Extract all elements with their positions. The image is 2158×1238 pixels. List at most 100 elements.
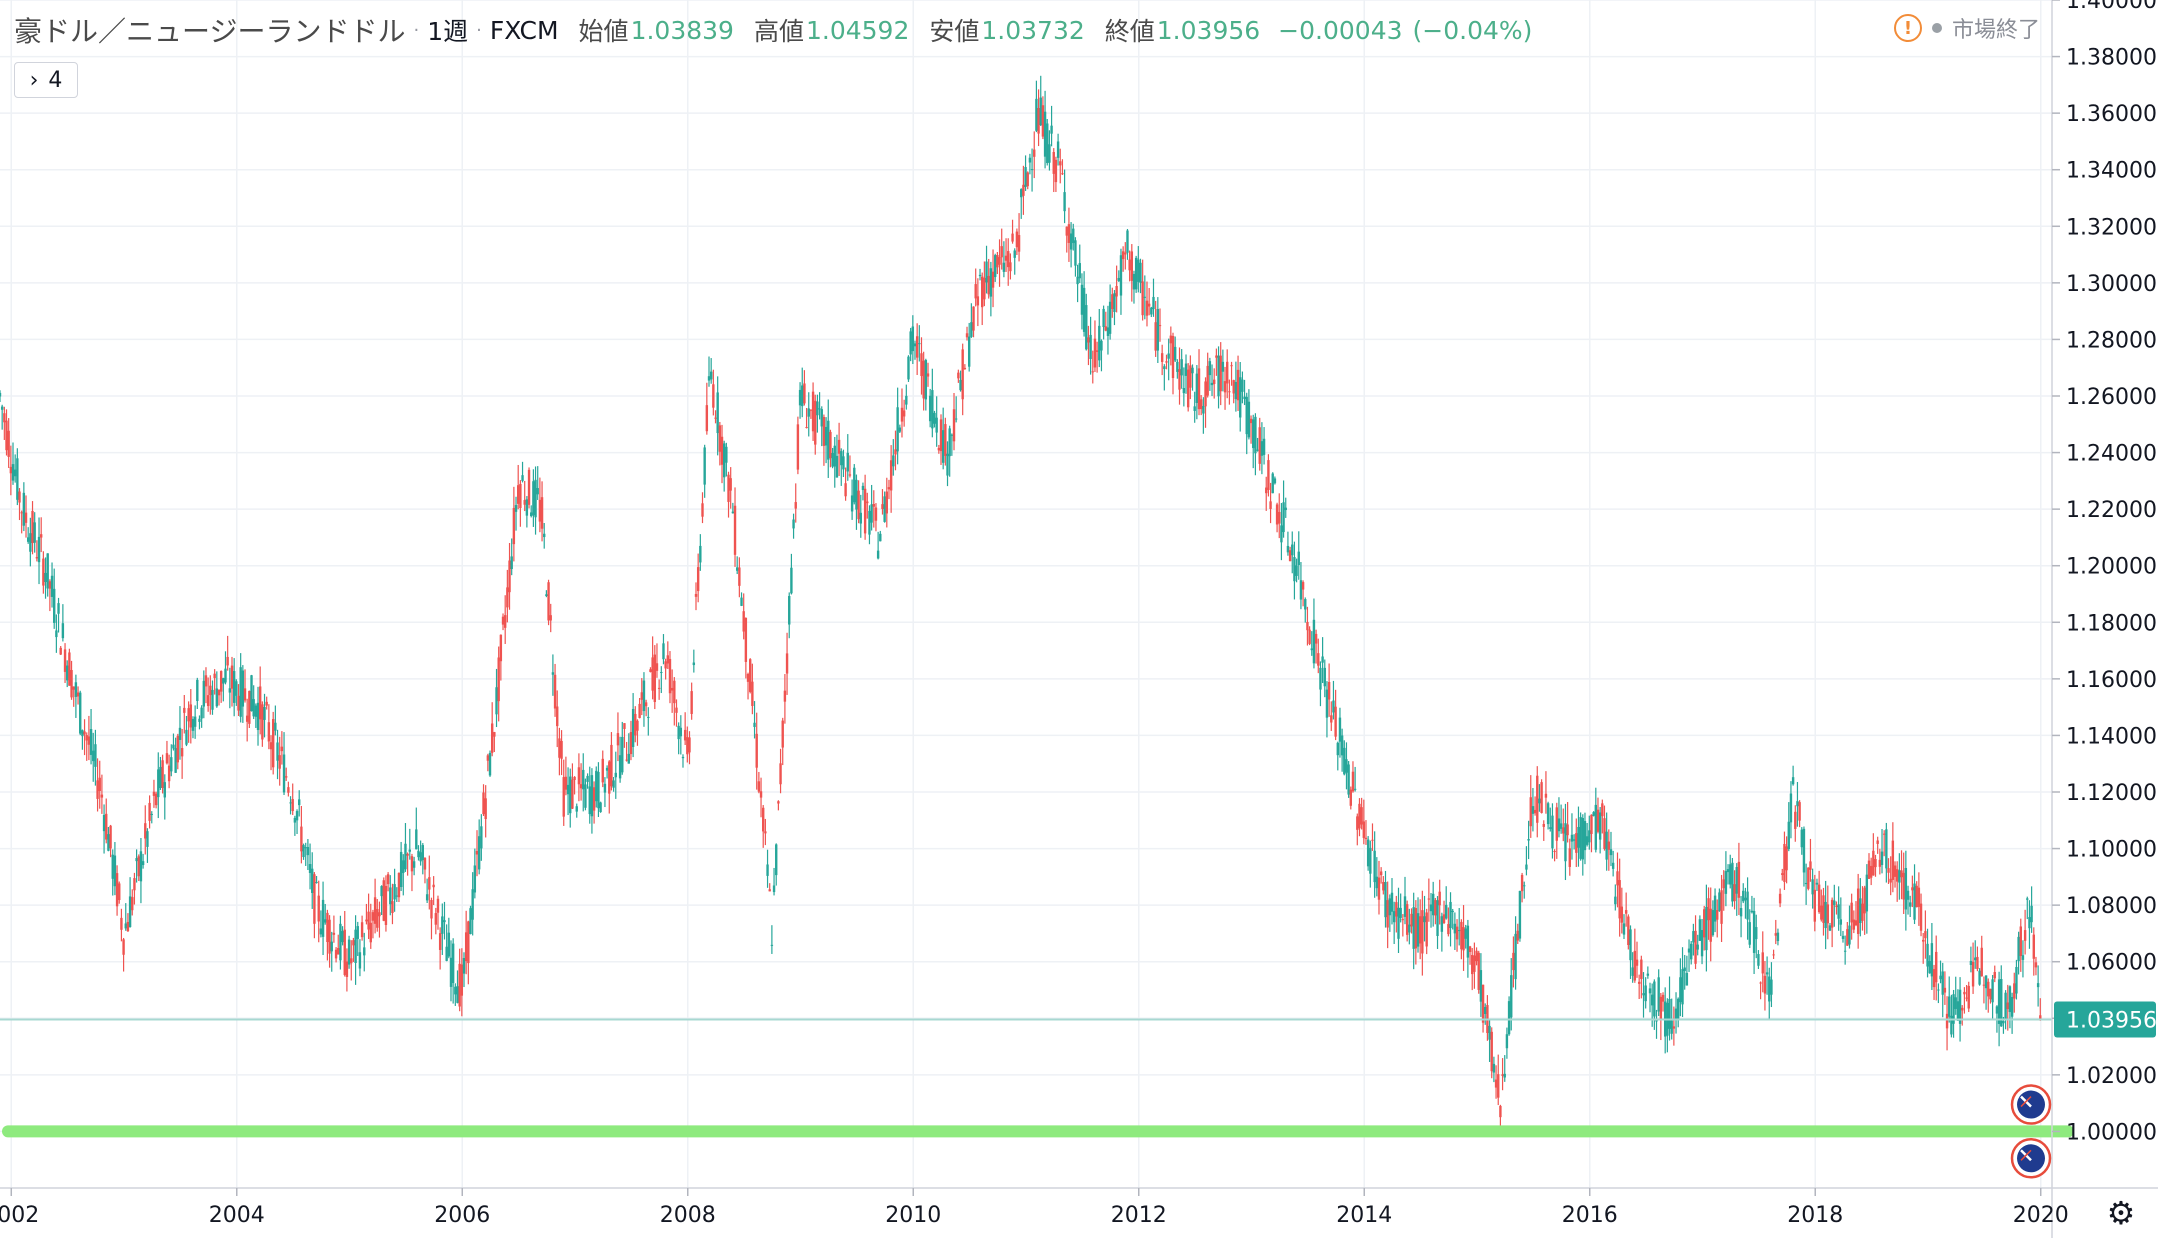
candle-body [107, 834, 110, 851]
candle-body [1601, 803, 1604, 817]
candle-body [1239, 377, 1242, 418]
candle-body [1850, 902, 1853, 923]
candle-body [688, 737, 691, 753]
candle-body [1046, 123, 1049, 164]
candle-body [621, 736, 624, 773]
price-axis[interactable]: 1.000001.020001.040001.060001.080001.100… [2052, 0, 2157, 1145]
candle-body [571, 779, 574, 809]
candle-body [96, 780, 99, 799]
interval-label[interactable]: 1週 [427, 17, 469, 46]
candle-body [1490, 1031, 1493, 1072]
candle-body [1672, 1026, 1676, 1029]
candle-body [1629, 929, 1632, 961]
candle-body [1995, 1006, 1999, 1014]
price-tick-label: 1.36000 [2066, 102, 2157, 127]
candle-body [827, 420, 830, 460]
flag-icon[interactable] [2010, 1138, 2052, 1179]
candle-body [1835, 905, 1838, 908]
candle-body [1453, 923, 1457, 934]
candle-body [1379, 871, 1383, 876]
candle-body [1265, 487, 1268, 494]
candle-body [1583, 821, 1587, 851]
candle-body [1366, 839, 1370, 867]
candle-body [1579, 817, 1582, 859]
candle-body [1965, 997, 1968, 999]
candle-body [1802, 828, 1806, 873]
last-price-badge-box [2054, 1001, 2156, 1038]
candle-body [76, 692, 80, 697]
candle-body [128, 896, 132, 928]
candle-body [1846, 929, 1849, 946]
candle-body [735, 567, 739, 571]
candle-body [289, 802, 292, 804]
candle-body [1837, 904, 1840, 919]
candle-body [1280, 525, 1283, 543]
candle-body [1941, 971, 1944, 995]
candle-body [1388, 898, 1392, 916]
candle-body [2039, 1015, 2042, 1020]
time-tick-label: 2020 [2013, 1203, 2069, 1228]
candle-body [829, 431, 832, 459]
candle-body [978, 274, 982, 277]
candle-body [915, 336, 919, 358]
candle-body [707, 376, 711, 381]
candle-body [1254, 416, 1257, 454]
candle-body [267, 722, 271, 742]
candle-body [1778, 893, 1782, 904]
candle-body [1000, 246, 1003, 258]
candle-body [627, 753, 630, 764]
candle-body [1124, 252, 1127, 255]
candle-body [675, 707, 678, 713]
price-tick-label: 1.08000 [2066, 894, 2157, 919]
candle-body [716, 392, 719, 434]
candle-body [1195, 373, 1199, 403]
candle-body [738, 567, 741, 586]
candle-body [751, 681, 754, 706]
candle-body [1063, 192, 1066, 212]
candle-body [558, 738, 561, 758]
candle-body [482, 792, 485, 815]
candle-body [1935, 951, 1938, 983]
candle-body [115, 873, 119, 907]
candle-body [709, 371, 713, 380]
candle-body [803, 383, 806, 404]
candle-body [2000, 979, 2003, 1027]
flag-icon[interactable] [2010, 1084, 2052, 1125]
candle-body [226, 656, 229, 666]
time-axis[interactable]: 2002 2004 2006 2008 2010 2012 2014 2016 2018 2020 [0, 1188, 2069, 1228]
candle-body [365, 919, 368, 922]
candle-body [597, 771, 600, 809]
candle-body [228, 688, 232, 693]
price-tick-label: 1.32000 [2066, 215, 2157, 240]
candle-body [1533, 809, 1537, 814]
candle-body [1785, 846, 1788, 871]
warning-icon[interactable]: ! [1893, 14, 1922, 42]
event-flags[interactable] [2010, 1084, 2052, 1179]
candle-body [1670, 1020, 1673, 1034]
candle-body [1627, 916, 1630, 946]
header-separator: · [476, 19, 482, 41]
candle-body [87, 736, 91, 745]
candle-body [430, 900, 433, 919]
candle-body [1809, 861, 1812, 870]
candle-body [1696, 944, 1699, 950]
gear-icon[interactable]: ⚙ [2106, 1194, 2136, 1232]
candle-body [1499, 1105, 1502, 1118]
price-series[interactable] [0, 75, 2042, 1131]
candle-body [1373, 850, 1376, 883]
candle-body [1347, 764, 1350, 795]
candle-body [1848, 925, 1851, 945]
candle-body [126, 921, 130, 932]
candle-body [610, 744, 613, 787]
candle-body [983, 277, 986, 300]
symbol-name[interactable]: 豪ドル／ニュージーランドドル [14, 15, 406, 48]
candle-body [1158, 325, 1162, 327]
indicators-toggle-button[interactable]: › 4 [14, 62, 78, 98]
candle-body [311, 868, 314, 894]
candle-body [753, 722, 756, 727]
candle-body [714, 417, 717, 419]
candle-body [690, 691, 693, 714]
candle-body [859, 512, 862, 524]
candle-body [857, 490, 860, 520]
